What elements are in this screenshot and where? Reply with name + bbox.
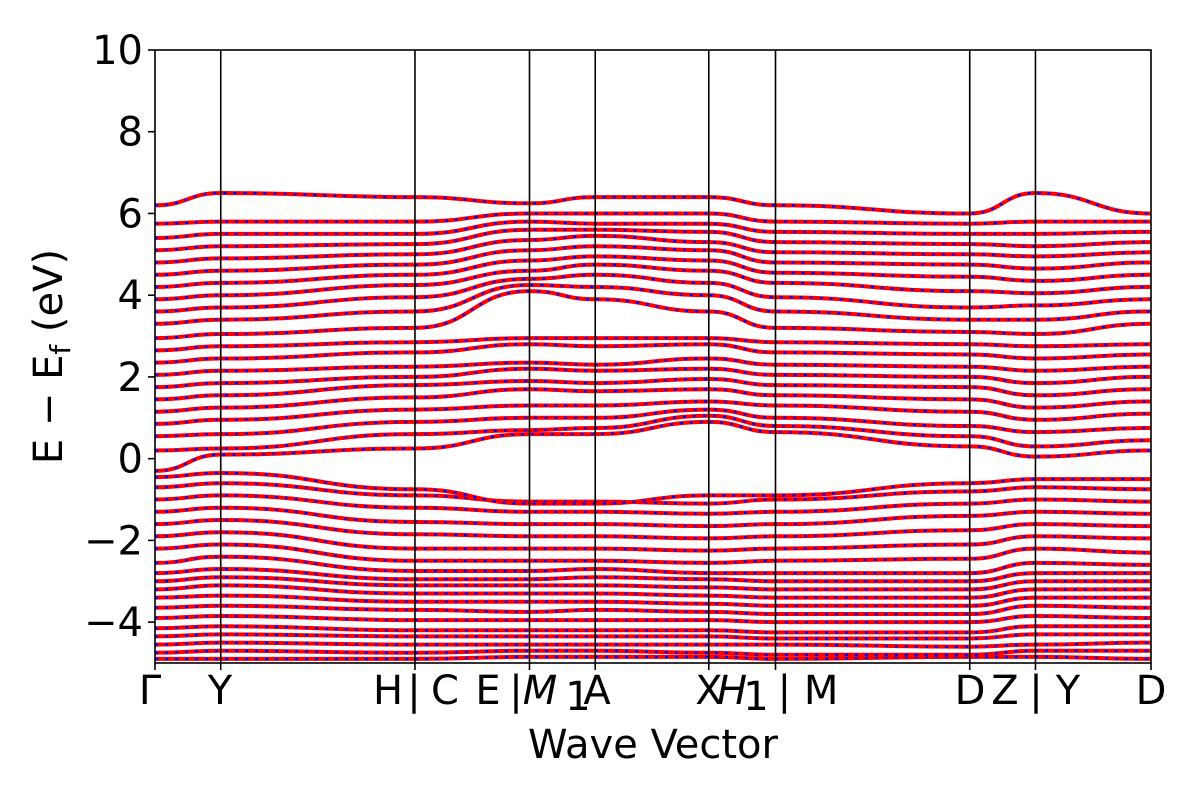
x-tick-label-18: D xyxy=(1136,668,1167,714)
y-tick-label-2: 6 xyxy=(118,191,143,237)
band-24-blue xyxy=(155,377,1151,401)
x-tick-label-15: Z xyxy=(991,668,1018,714)
band-31-red xyxy=(155,272,1151,314)
band-3-red xyxy=(155,632,1151,641)
band-4-blue xyxy=(155,624,1151,634)
band-20-blue xyxy=(155,414,1151,452)
band-0-red xyxy=(155,654,1151,661)
x-tick-label-5: E xyxy=(475,668,500,714)
band-21-red xyxy=(155,407,1151,439)
band-7-red xyxy=(155,593,1151,608)
x-axis-ticks: Γ Y H | C E | M 1A XH1 | M D Z | Y D xyxy=(139,663,1167,720)
band-36-red xyxy=(155,227,1151,253)
band-38-red xyxy=(155,211,1151,226)
band-19-blue xyxy=(155,420,1151,473)
x-tick-label-17: Y xyxy=(1055,668,1081,714)
x-tick-label-14: D xyxy=(955,668,986,714)
band-4-red xyxy=(155,624,1151,635)
band-11-blue xyxy=(155,555,1151,575)
y-tick-label-0: 10 xyxy=(92,28,143,74)
bands-layer xyxy=(155,190,1151,661)
band-22-blue xyxy=(155,400,1151,426)
band-9-blue xyxy=(155,575,1151,591)
band-15-red xyxy=(155,505,1151,529)
x-tick-label-3: | xyxy=(407,668,420,714)
x-tick-label-10: X xyxy=(695,668,722,714)
band-5-blue xyxy=(155,614,1151,624)
y-axis-ticks: 10 8 6 4 2 0 −2 −4 xyxy=(84,28,155,646)
band-17-red xyxy=(155,481,1151,506)
band-3-blue xyxy=(155,633,1151,640)
y-tick-label-7: −4 xyxy=(84,600,143,646)
band-8-blue xyxy=(155,584,1151,599)
band-28-blue xyxy=(155,336,1151,352)
band-32-red xyxy=(155,262,1151,302)
band-16-red xyxy=(155,493,1151,516)
y-axis-label-sub: f xyxy=(44,344,77,355)
band-18-red xyxy=(155,470,1151,506)
y-axis-label-main: E − E xyxy=(26,355,72,465)
band-6-red xyxy=(155,603,1151,617)
plot-frame xyxy=(154,49,1152,664)
y-tick-label-3: 4 xyxy=(118,273,143,319)
band-37-red xyxy=(155,219,1151,240)
x-axis-label: Wave Vector xyxy=(528,722,779,768)
band-27-blue xyxy=(155,342,1151,364)
band-12-red xyxy=(155,542,1151,565)
x-tick-label-8: 1 xyxy=(565,674,590,720)
band-25-red xyxy=(155,366,1151,390)
x-tick-label-7: M xyxy=(523,668,558,714)
x-tick-label-6: | xyxy=(509,668,522,714)
band-6-blue xyxy=(155,604,1151,616)
y-axis-label: E − Ef (eV) xyxy=(26,249,77,464)
y-tick-label-5: 0 xyxy=(118,437,143,483)
band-30-blue xyxy=(155,283,1151,325)
band-29-blue xyxy=(155,289,1151,340)
y-tick-label-6: −2 xyxy=(84,518,143,564)
x-tick-label-12: 1 xyxy=(743,674,768,720)
x-tick-label-9: A xyxy=(583,668,611,714)
x-tick-label-0: Γ xyxy=(139,668,162,714)
x-tick-label-13: | M xyxy=(778,668,839,714)
band-34-red xyxy=(155,244,1151,277)
x-tick-label-4: C xyxy=(431,668,459,714)
band-1-blue xyxy=(155,649,1151,657)
band-13-red xyxy=(155,530,1151,553)
band-0-blue xyxy=(155,655,1151,661)
band-26-red xyxy=(155,356,1151,377)
band-39-red xyxy=(155,190,1151,216)
band-35-red xyxy=(155,233,1151,265)
band-1-red xyxy=(155,648,1151,657)
band-11-red xyxy=(155,554,1151,576)
y-tick-label-1: 8 xyxy=(118,110,143,156)
kpoint-vlines xyxy=(219,50,1037,663)
x-tick-label-16: | xyxy=(1029,668,1042,714)
band-23-red xyxy=(155,387,1151,414)
band-20-red xyxy=(155,413,1151,453)
band-2-blue xyxy=(155,641,1151,648)
band-7-blue xyxy=(155,594,1151,608)
band-29-red xyxy=(155,289,1151,341)
band-2-red xyxy=(155,640,1151,649)
band-5-red xyxy=(155,613,1151,625)
x-tick-label-11: H xyxy=(717,668,747,714)
x-tick-label-2: H xyxy=(373,668,403,714)
band-10-blue xyxy=(155,567,1151,583)
y-tick-label-4: 2 xyxy=(118,355,143,401)
x-tick-label-1: Y xyxy=(207,668,233,714)
band-33-blue xyxy=(155,255,1151,289)
y-axis-label-unit: (eV) xyxy=(26,249,72,345)
band-14-red xyxy=(155,517,1151,541)
band-33-red xyxy=(155,254,1151,289)
